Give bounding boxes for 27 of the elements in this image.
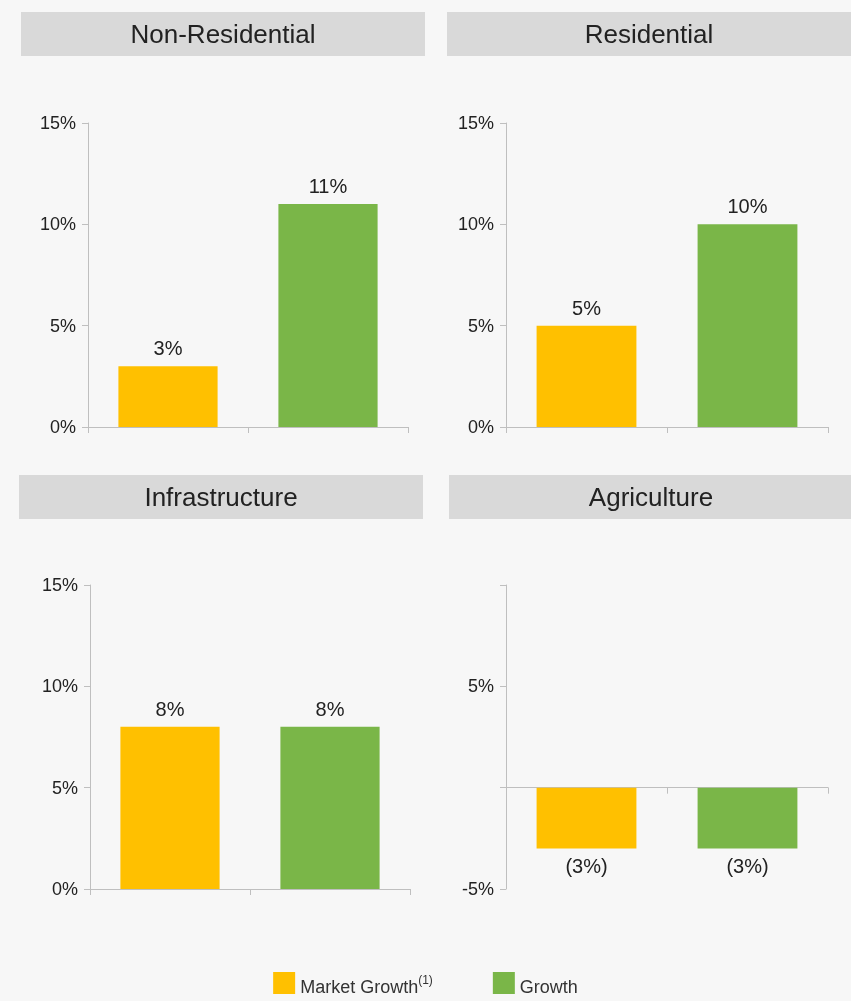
y-tick-label: -5% (461, 879, 494, 899)
data-label: 10% (727, 195, 768, 218)
y-tick-label: 15% (457, 113, 494, 133)
y-tick-label: 10% (39, 214, 76, 235)
y-tick-label: 5% (51, 777, 78, 798)
y-tick-label: 10% (457, 214, 494, 235)
y-tick-label: 0% (51, 879, 78, 899)
chart-title: Agriculture (588, 482, 714, 512)
chart-title: Non-Residential (130, 19, 316, 49)
data-label: 3% (153, 337, 183, 360)
chart-title: Residential (584, 19, 714, 49)
y-tick-label: 5% (467, 676, 494, 697)
legend-label: Growth (519, 977, 578, 997)
y-tick-label: 5% (467, 315, 494, 336)
data-label: (3%) (726, 855, 769, 878)
data-label: 11% (308, 175, 348, 198)
chart-title: Infrastructure (144, 482, 298, 512)
y-tick-label: 0% (49, 417, 76, 437)
y-tick-label: 5% (49, 315, 76, 336)
y-tick-label: 15% (39, 113, 76, 133)
y-tick-label: 15% (41, 575, 78, 595)
data-label: (3%) (565, 855, 608, 878)
data-label: 8% (315, 697, 345, 720)
y-tick-label: 10% (41, 676, 78, 697)
data-label: 5% (572, 296, 602, 319)
data-label: 8% (155, 697, 185, 720)
y-tick-label: 0% (467, 417, 494, 437)
